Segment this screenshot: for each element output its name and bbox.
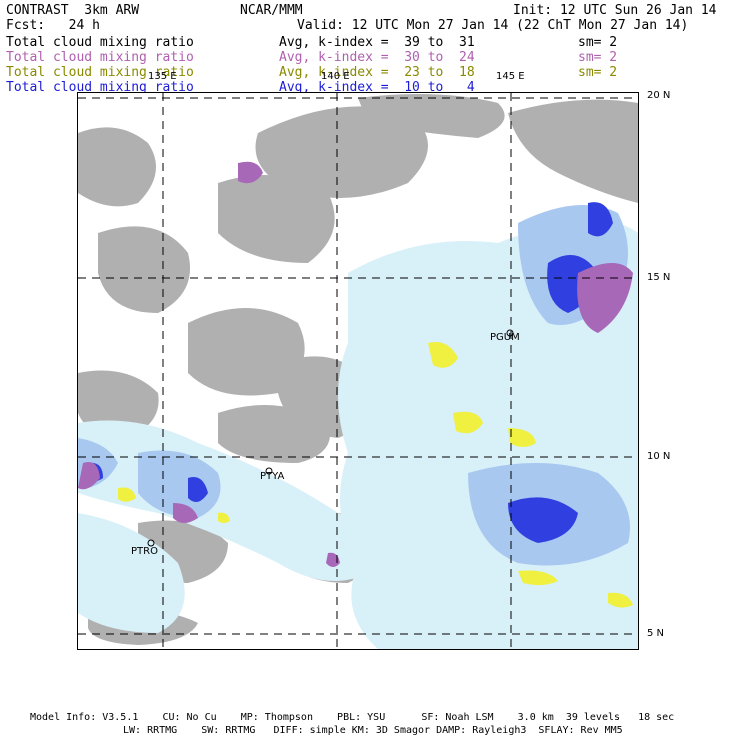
cloud-mixing-ratio-map: PGUM PTYA PTRO — [77, 92, 639, 650]
lat-label-20n: 20 N — [647, 90, 671, 101]
valid-time: Valid: 12 UTC Mon 27 Jan 14 (22 ChT Mon … — [297, 18, 689, 33]
lon-label-135e: 135 E — [148, 71, 177, 82]
lon-label-145e: 145 E — [496, 71, 525, 82]
pink-cloud-layer — [78, 161, 633, 567]
station-label-ptya: PTYA — [260, 471, 285, 482]
model-title: CONTRAST 3km ARW — [6, 3, 140, 18]
organization-label: NCAR/MMM — [240, 3, 303, 18]
legend-row-3-range: Avg, k-index = 23 to 18 — [279, 65, 475, 80]
model-info-line-1: Model Info: V3.5.1 CU: No Cu MP: Thompso… — [30, 712, 675, 723]
forecast-hour: Fcst: 24 h — [6, 18, 100, 33]
lat-label-5n: 5 N — [647, 628, 665, 639]
station-markers — [147, 329, 514, 547]
init-time: Init: 12 UTC Sun 26 Jan 14 — [513, 3, 717, 18]
model-info-line-2: LW: RRTMG SW: RRTMG DIFF: simple KM: 3D … — [123, 725, 623, 736]
yellow-cloud-layer — [118, 342, 633, 608]
lat-label-10n: 10 N — [647, 451, 671, 462]
station-label-pgum: PGUM — [490, 332, 520, 343]
legend-row-3-field: Total cloud mixing ratio — [6, 65, 194, 80]
legend-row-4-field: Total cloud mixing ratio — [6, 80, 194, 95]
lat-label-15n: 15 N — [647, 272, 671, 283]
legend-row-2-sm: sm= 2 — [578, 50, 618, 65]
legend-row-4-range: Avg, k-index = 10 to 4 — [279, 80, 475, 95]
legend-row-2-field: Total cloud mixing ratio — [6, 50, 194, 65]
lon-label-140e: 140 E — [321, 71, 350, 82]
map-canvas — [78, 93, 638, 649]
blue-cloud-core-layer — [86, 202, 613, 543]
station-label-ptro: PTRO — [131, 546, 158, 557]
legend-row-3-sm: sm= 2 — [578, 65, 618, 80]
legend-row-1-range: Avg, k-index = 39 to 31 — [279, 35, 475, 50]
legend-row-1-sm: sm= 2 — [578, 35, 618, 50]
legend-row-1-field: Total cloud mixing ratio — [6, 35, 194, 50]
lat-lon-grid — [78, 93, 638, 649]
legend-row-2-range: Avg, k-index = 30 to 24 — [279, 50, 475, 65]
